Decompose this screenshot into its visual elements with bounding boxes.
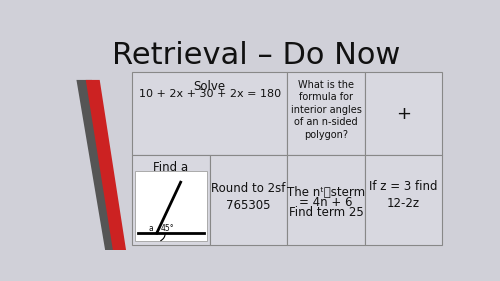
Text: Solve: Solve [194, 80, 226, 93]
Bar [365, 72, 442, 155]
Text: Find a: Find a [154, 161, 188, 174]
Bar [132, 72, 287, 155]
Polygon shape [86, 80, 126, 250]
Text: +: + [396, 105, 411, 123]
Text: 10 + 2x + 30 + 2x = 180: 10 + 2x + 30 + 2x = 180 [138, 89, 281, 99]
Bar [132, 155, 210, 246]
Bar [365, 155, 442, 246]
Text: The nᵗ˾sterm: The nᵗ˾sterm [287, 186, 365, 199]
Text: 45°: 45° [161, 224, 174, 233]
Bar [136, 171, 206, 241]
Bar [287, 155, 365, 246]
Text: Find term 25: Find term 25 [288, 206, 364, 219]
Bar [210, 155, 287, 246]
Bar [287, 72, 365, 155]
Text: a: a [149, 224, 154, 233]
Text: If z = 3 find
12-2z: If z = 3 find 12-2z [369, 180, 438, 210]
Text: Retrieval – Do Now: Retrieval – Do Now [112, 41, 401, 70]
Text: Round to 2sf
765305: Round to 2sf 765305 [212, 182, 286, 212]
Polygon shape [76, 80, 120, 250]
Text: What is the
formula for
interior angles
of an n-sided
polygon?: What is the formula for interior angles … [290, 80, 362, 140]
Text: = 4n + 6: = 4n + 6 [299, 196, 353, 209]
